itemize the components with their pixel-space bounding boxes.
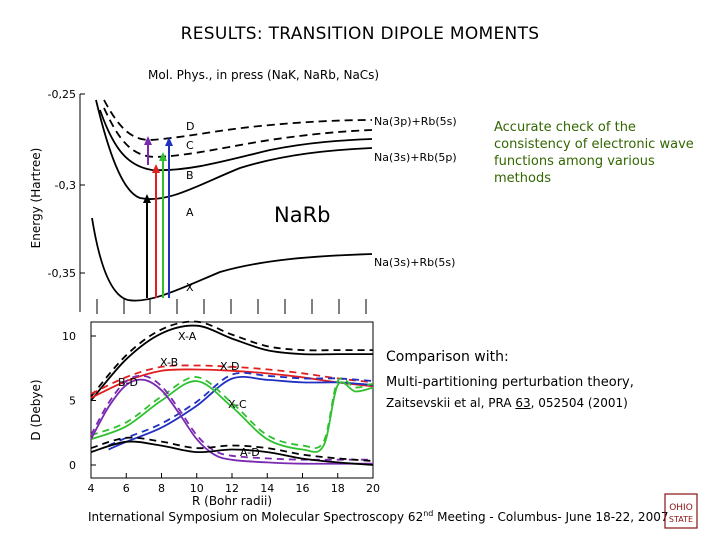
potential-y-tick-label: -0,25 — [48, 88, 76, 101]
ohio-state-logo-icon: OHIO STATE — [664, 493, 698, 529]
series-label-B-D: B-D — [118, 376, 138, 389]
dipole-curve-dashed-X-B — [90, 364, 374, 395]
consistency-note: Accurate check of the consistency of ele… — [494, 120, 694, 186]
series-label-X-C: X-C — [228, 398, 247, 411]
potential-x-ticks — [96, 299, 367, 314]
curve-B — [99, 109, 373, 172]
comparison-heading: Comparison with: — [386, 349, 509, 365]
dipole-y-tick-label: 10 — [62, 330, 76, 343]
footer-ordinal: nd — [423, 509, 434, 518]
dipole-x-axis-label: R (Bohr radii) — [192, 494, 272, 508]
dipole-curve-X-B — [90, 368, 374, 399]
comparison-method: Multi-partitioning perturbation theory, — [386, 375, 634, 390]
dipole-curve-dashed-X-A — [90, 320, 373, 398]
dipole-panel: 4 6 8 10 12 14 16 18 20 0 5 10 D (Debye) R (Bohr ra… — [29, 320, 380, 508]
potential-panel: -0,25 -0,3 -0,35 Energy (Hartree) D C B — [29, 88, 457, 314]
series-label-X-A: X-A — [178, 330, 197, 343]
dipole-x-tick-label: 12 — [225, 482, 239, 495]
asymptote-label-na3s-rb5s: Na(3s)+Rb(5s) — [374, 256, 455, 269]
series-label-A-D: A-D — [240, 446, 260, 459]
comparison-reference: Zaitsevskii et al, PRA 63, 052504 (2001) — [386, 396, 628, 410]
dipole-curve-dashed-B-D — [90, 374, 373, 461]
potential-y-ticks — [80, 93, 85, 274]
footer-text: International Symposium on Molecular Spe… — [88, 510, 424, 524]
footer-conference: International Symposium on Molecular Spe… — [88, 509, 668, 524]
dipole-y-tick-label: 0 — [69, 459, 76, 472]
state-label-B: B — [186, 169, 194, 182]
dipole-x-tick-label: 16 — [296, 482, 310, 495]
slide-title: RESULTS: TRANSITION DIPOLE MOMENTS — [180, 24, 540, 44]
dipole-curve-X-A — [90, 324, 373, 402]
reference-pages: , 052504 (2001) — [530, 396, 628, 410]
dipole-series-group — [90, 320, 374, 466]
curve-X — [91, 217, 373, 302]
dipole-curve-A-D — [90, 440, 374, 466]
state-label-A: A — [186, 206, 194, 219]
molecule-label: NaRb — [274, 203, 331, 227]
dipole-x-tick-label: 18 — [331, 482, 345, 495]
dipole-x-tick-label: 8 — [158, 482, 165, 495]
reference-text: Zaitsevskii et al, PRA — [386, 396, 516, 410]
potential-y-tick-label: -0,35 — [48, 267, 76, 280]
transition-arrows — [143, 136, 173, 298]
asymptote-label-na3s-rb5p: Na(3s)+Rb(5p) — [374, 151, 457, 164]
logo-lettering: STATE — [669, 515, 693, 524]
dipole-curve-X-D — [108, 375, 374, 451]
dipole-y-tick-label: 5 — [69, 395, 76, 408]
potential-y-axis-label: Energy (Hartree) — [29, 148, 43, 249]
potential-y-tick-label: -0,3 — [55, 179, 76, 192]
state-label-X: X — [186, 281, 194, 294]
dipole-curve-X-C — [90, 380, 374, 453]
asymptote-label-na3p-rb5s: Na(3p)+Rb(5s) — [374, 115, 457, 128]
state-label-C: C — [186, 139, 194, 152]
series-label-X-D: X-D — [220, 360, 239, 373]
curve-C — [103, 107, 373, 158]
dipole-x-tick-label: 10 — [190, 482, 204, 495]
state-label-D: D — [186, 120, 194, 133]
dipole-curve-dashed-X-D — [108, 371, 374, 447]
dipole-axis-ticks: 4 6 8 10 12 14 16 18 20 0 5 10 — [62, 330, 380, 495]
curve-A — [95, 99, 373, 200]
dipole-x-tick-label: 6 — [123, 482, 130, 495]
subtitle-reference: Mol. Phys., in press (NaK, NaRb, NaCs) — [148, 68, 380, 82]
dipole-x-tick-label: 20 — [366, 482, 380, 495]
dipole-curve-B-D — [90, 378, 373, 465]
dipole-x-tick-label: 14 — [260, 482, 274, 495]
logo-lettering: OHIO — [669, 503, 693, 513]
dipole-x-tick-label: 4 — [88, 482, 95, 495]
series-label-X-B: X-B — [160, 356, 178, 369]
dipole-y-axis-label: D (Debye) — [29, 379, 43, 440]
curve-D — [103, 99, 373, 141]
footer-text-end: Meeting - Columbus- June 18-22, 2007 — [433, 510, 669, 524]
reference-volume: 63 — [515, 396, 531, 410]
